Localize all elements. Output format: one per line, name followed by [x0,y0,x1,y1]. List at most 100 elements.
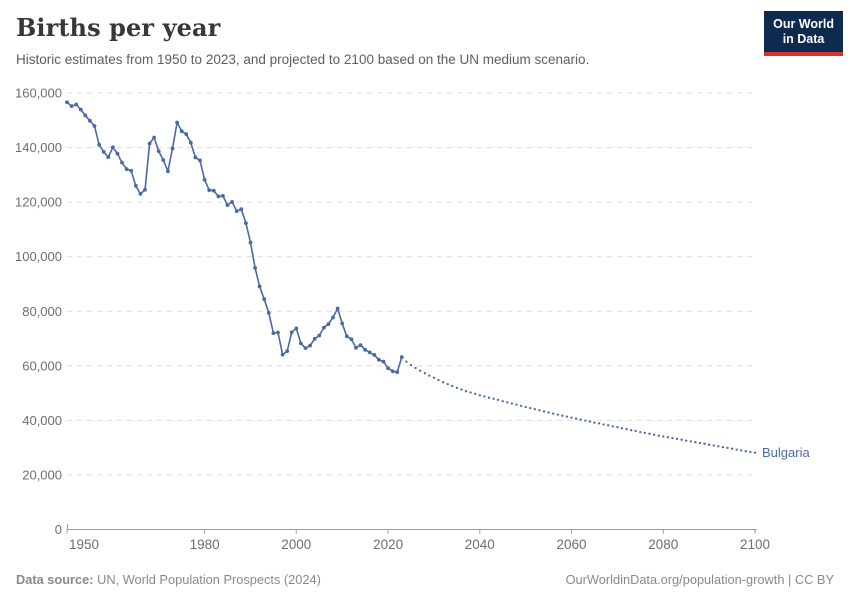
x-axis-tick-label: 2080 [648,537,678,552]
data-point-marker [202,177,207,182]
projection-dot [712,444,715,447]
data-point-marker [317,333,322,338]
projection-dot [639,430,642,434]
projection-dot [584,419,587,422]
projection-dot [487,396,491,399]
data-point-marker [101,150,106,154]
projection-dot [744,450,747,453]
projection-dot [689,440,692,443]
data-point-marker [354,345,358,350]
y-axis-tick-label: 20,000 [22,467,62,482]
data-point-marker [175,120,180,125]
projection-dot [671,436,674,440]
data-point-marker [170,146,175,151]
data-point-marker [78,107,83,112]
y-axis-tick-label: 120,000 [15,195,62,210]
data-point-marker [399,355,404,359]
data-point-marker [244,221,248,226]
projection-dot [698,441,702,445]
projection-dot [570,416,573,419]
data-point-marker [386,366,390,371]
projection-dot [561,414,564,417]
projection-dot [483,395,486,398]
projection-dot [685,439,688,442]
projection-dot [620,427,624,430]
data-point-marker [326,322,331,326]
data-source-label: Data source: [16,572,94,587]
projection-dot [506,401,509,404]
y-axis-tick-label: 100,000 [15,249,62,264]
projection-dot [749,450,752,454]
projection-dot [707,443,711,446]
projection-dot [441,381,445,384]
data-point-marker [156,149,161,154]
data-point-marker [248,240,253,245]
projection-dot [597,422,601,425]
projection-dot [524,405,527,409]
projection-dot [565,415,569,418]
projection-dot [648,432,651,435]
data-point-marker [88,118,92,123]
projection-dot [496,398,500,402]
projection-dot [602,423,605,426]
data-point-marker [124,167,129,172]
data-point-marker [129,168,134,173]
projection-dot [533,408,536,411]
data-point-marker [166,169,170,174]
data-point-marker [271,331,276,335]
projection-dot [469,391,472,394]
projection-dot [611,425,614,428]
y-axis-tick-label: 40,000 [22,413,62,428]
projection-dot [593,421,596,424]
data-point-marker [344,334,349,339]
projection-dot [652,433,656,436]
projection-dot [474,392,477,396]
data-point-marker [358,343,363,347]
data-point-marker [111,145,115,150]
y-axis-tick-label: 160,000 [15,86,62,101]
data-point-marker [133,183,138,188]
data-point-marker [221,194,225,198]
projection-dot [542,410,546,413]
data-point-marker [92,124,97,128]
projection-dot [515,403,518,406]
data-point-marker [266,311,271,315]
data-point-marker [115,151,120,156]
projection-dot [428,374,431,377]
data-point-marker [152,135,157,140]
projection-dot [478,394,481,397]
projection-dot [552,412,555,415]
data-point-marker [299,341,303,346]
projection-dot [625,427,628,431]
data-point-marker [381,359,386,364]
data-point-marker [285,349,290,353]
series-entity-label: Bulgaria [762,445,810,460]
data-point-marker [331,315,335,320]
data-point-marker [143,187,147,192]
projection-dot [529,406,532,410]
chart-footer: Data source: UN, World Population Prospe… [16,572,834,587]
data-point-marker [349,337,354,342]
x-axis-tick-label: 2040 [465,537,495,552]
projection-dot [519,404,523,408]
data-point-marker [289,330,294,335]
data-point-marker [308,343,312,348]
owid-logo[interactable]: Our World in Data [764,11,843,56]
projection-dot [735,448,738,451]
data-point-marker [216,194,221,199]
projection-dot [574,417,578,420]
projection-dot [556,413,559,416]
chart-header: Births per year Historic estimates from … [0,0,850,80]
projection-dot [446,382,449,386]
data-point-marker [335,306,340,311]
projection-dot [616,426,619,429]
projection-dot [740,449,743,452]
projection-dot [703,442,706,445]
page-subtitle: Historic estimates from 1950 to 2023, an… [16,52,590,67]
projection-dot [432,376,436,379]
data-point-marker [120,160,124,165]
data-point-marker [340,321,345,326]
projection-dot [717,445,720,448]
x-axis-tick-label: 2020 [373,537,403,552]
owid-url-license[interactable]: OurWorldinData.org/population-growth | C… [565,572,834,587]
